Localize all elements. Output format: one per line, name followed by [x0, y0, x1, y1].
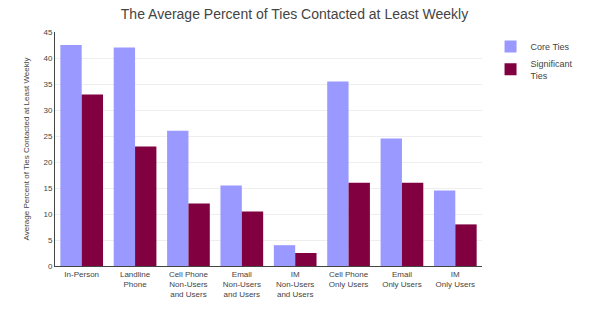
svg-text:25: 25 — [43, 132, 52, 141]
svg-text:0: 0 — [48, 262, 53, 271]
svg-text:Average Percent of Ties Contac: Average Percent of Ties Contacted at Lea… — [22, 58, 31, 241]
svg-text:Cell PhoneNon-Usersand Users: Cell PhoneNon-Usersand Users — [169, 270, 209, 300]
svg-text:40: 40 — [43, 54, 52, 63]
svg-text:SignificantTies: SignificantTies — [531, 59, 573, 81]
svg-text:In-Person: In-Person — [64, 270, 99, 279]
svg-text:LandlinePhone: LandlinePhone — [120, 270, 151, 289]
svg-text:20: 20 — [43, 158, 52, 167]
svg-text:45: 45 — [43, 28, 52, 37]
svg-text:IMNon-Usersand Users: IMNon-Usersand Users — [276, 270, 314, 300]
svg-text:30: 30 — [43, 106, 52, 115]
svg-text:10: 10 — [43, 210, 52, 219]
svg-text:EmailNon-Usersand Users: EmailNon-Usersand Users — [223, 270, 261, 300]
svg-text:The Average Percent of Ties Co: The Average Percent of Ties Contacted at… — [121, 6, 468, 22]
svg-text:Core Ties: Core Ties — [531, 42, 570, 52]
svg-text:15: 15 — [43, 184, 52, 193]
svg-text:Cell PhoneOnly Users: Cell PhoneOnly Users — [329, 270, 369, 289]
svg-text:EmailOnly Users: EmailOnly Users — [382, 270, 422, 289]
svg-text:IMOnly Users: IMOnly Users — [436, 270, 476, 289]
svg-text:35: 35 — [43, 80, 52, 89]
svg-text:5: 5 — [48, 236, 53, 245]
